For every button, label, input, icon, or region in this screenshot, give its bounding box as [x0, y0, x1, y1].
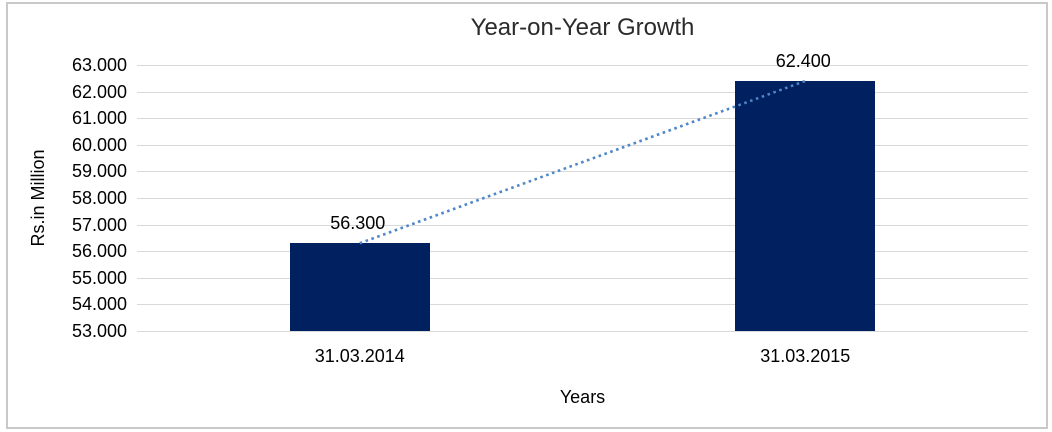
x-category-label: 31.03.2015 [760, 346, 851, 366]
y-axis-title: Rs.in Million [28, 149, 48, 247]
trendline [359, 79, 806, 245]
y-tick-label: 57.000 [71, 214, 127, 235]
bar-31.03.2015 [735, 80, 876, 331]
bar-value-label: 56.300 [330, 213, 386, 234]
gridline [137, 251, 1028, 253]
y-tick-label: 61.000 [71, 108, 127, 129]
y-tick-label: 60.000 [71, 134, 127, 155]
y-tick-label: 54.000 [71, 294, 127, 315]
trendline-path [359, 79, 806, 245]
y-tick-label: 56.000 [71, 241, 127, 262]
gridline [137, 144, 1028, 146]
gridline [137, 304, 1028, 306]
gridline [137, 224, 1028, 226]
gridline [137, 91, 1028, 93]
gridline [137, 331, 1028, 332]
y-tick-label: 63.000 [71, 55, 127, 75]
y-tick-label: 53.000 [71, 321, 127, 341]
bar-31.03.2014 [289, 243, 430, 331]
y-tick-label: 62.000 [71, 81, 127, 102]
chart-title: Year-on-Year Growth [470, 14, 695, 41]
y-tick-label: 59.000 [71, 161, 127, 182]
gridline [137, 171, 1028, 173]
plot-area [137, 65, 1028, 332]
y-tick-label: 55.000 [71, 267, 127, 288]
x-axis-title: Years [559, 387, 606, 407]
gridline [137, 198, 1028, 199]
gridline [137, 277, 1028, 279]
gridline [137, 65, 1028, 66]
x-category-label: 31.03.2014 [314, 346, 405, 366]
y-tick-label: 58.000 [71, 188, 127, 208]
bar-value-label: 62.400 [775, 50, 831, 71]
gridline [137, 118, 1028, 120]
